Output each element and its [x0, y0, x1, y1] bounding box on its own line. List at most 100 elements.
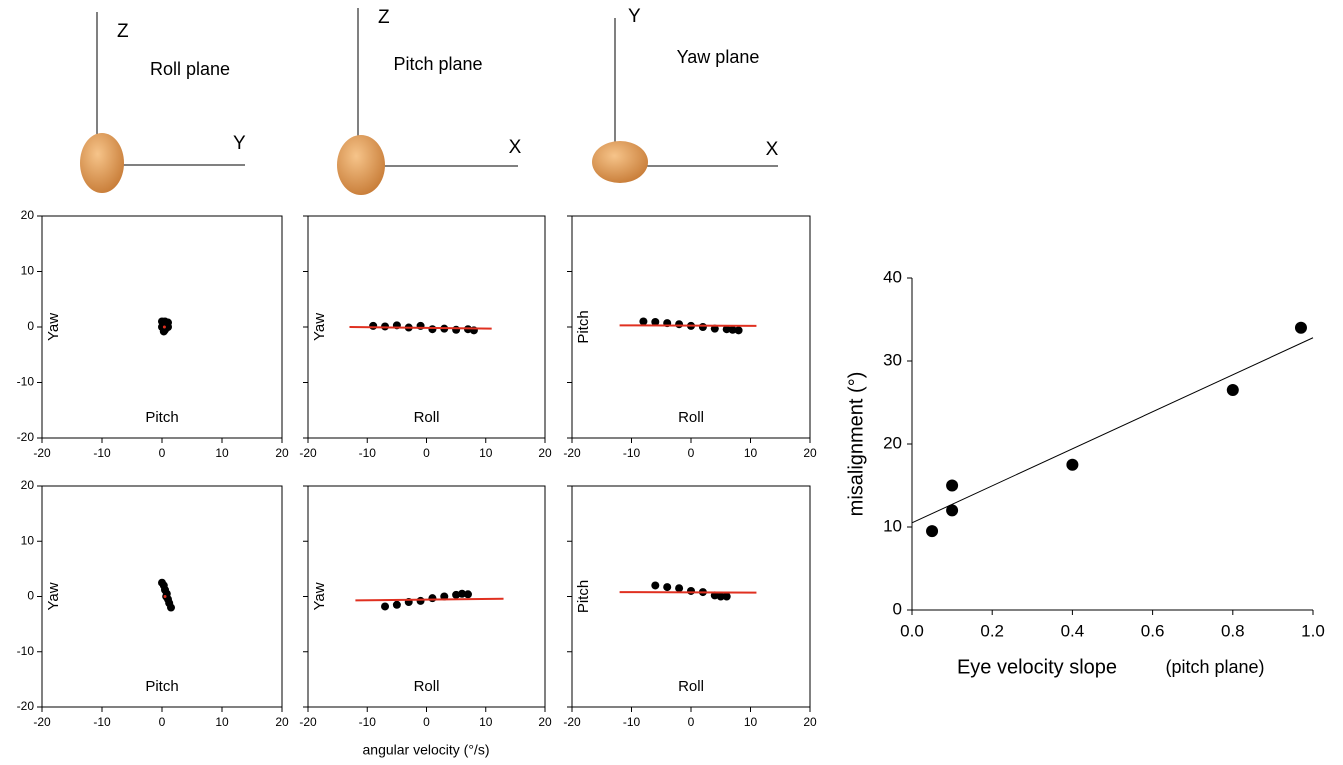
- y-tick-label: 10: [883, 516, 902, 535]
- axis-letter: Z: [117, 21, 129, 42]
- y-tick-label: 10: [21, 264, 35, 278]
- x-axis-label: Roll: [414, 678, 440, 695]
- x-tick-label: 10: [479, 446, 493, 460]
- y-axis-label: Yaw: [311, 313, 328, 341]
- shared-x-label: angular velocity (°/s): [363, 742, 490, 758]
- data-point: [381, 602, 390, 611]
- data-point: [716, 592, 725, 601]
- fit-line: [619, 591, 757, 594]
- fit-line: [619, 324, 757, 327]
- y-axis-label: Yaw: [45, 313, 62, 341]
- x-axis-label: Roll: [678, 409, 704, 426]
- x-axis-label: Roll: [678, 678, 704, 695]
- y-axis-label: Pitch: [575, 580, 592, 613]
- x-tick-label: 20: [803, 446, 817, 460]
- x-tick-label: 10: [744, 715, 758, 729]
- y-tick-label: 0: [27, 319, 34, 333]
- data-point: [452, 590, 461, 599]
- fit-line: [349, 326, 492, 330]
- x-tick-label: 20: [538, 715, 552, 729]
- axis-letter: Y: [628, 6, 641, 27]
- data-point: [734, 326, 743, 335]
- x-tick-label: -10: [623, 715, 641, 729]
- x-tick-label: 0.2: [980, 621, 1004, 640]
- y-tick-label: 0: [27, 589, 34, 603]
- data-point: [428, 594, 437, 603]
- x-tick-label: 0: [688, 715, 695, 729]
- x-tick-label: 10: [215, 715, 229, 729]
- data-point: [926, 525, 939, 538]
- x-tick-label: 20: [275, 715, 289, 729]
- data-point: [1294, 321, 1307, 334]
- y-axis-label: misalignment (°): [845, 372, 867, 517]
- data-point: [663, 583, 672, 592]
- data-point: [392, 600, 401, 609]
- x-tick-label: -20: [33, 446, 51, 460]
- data-point: [687, 586, 695, 595]
- head-top: [592, 141, 648, 183]
- axis-letter: Z: [378, 7, 390, 28]
- x-tick-label: 0.6: [1141, 621, 1165, 640]
- fit-line: [911, 337, 1314, 524]
- plane-label: Roll plane: [150, 59, 230, 79]
- x-axis-label: Eye velocity slope: [957, 656, 1117, 678]
- x-tick-label: -20: [299, 715, 317, 729]
- y-tick-label: 40: [883, 267, 902, 286]
- data-point: [946, 479, 959, 492]
- data-point: [675, 584, 684, 593]
- y-tick-label: -10: [17, 644, 35, 658]
- data-point: [639, 317, 648, 326]
- y-tick-label: -10: [17, 375, 35, 389]
- data-point: [167, 603, 175, 612]
- x-axis-label-note: (pitch plane): [1165, 657, 1264, 677]
- data-point: [159, 327, 168, 336]
- x-tick-label: 0.4: [1061, 621, 1085, 640]
- x-tick-label: -10: [93, 715, 111, 729]
- head-front: [80, 133, 124, 193]
- head-side: [337, 135, 385, 195]
- x-tick-label: -10: [359, 446, 377, 460]
- x-tick-label: 20: [803, 715, 817, 729]
- x-tick-label: -20: [33, 715, 51, 729]
- y-tick-label: -20: [17, 430, 35, 444]
- plane-label: Pitch plane: [393, 54, 482, 74]
- x-tick-label: 20: [538, 446, 552, 460]
- data-point: [722, 592, 731, 601]
- head-icons: [80, 133, 648, 195]
- axis-letter: Y: [233, 133, 246, 154]
- x-tick-label: 20: [275, 446, 289, 460]
- x-tick-label: -10: [93, 446, 111, 460]
- data-point: [651, 581, 660, 590]
- plot-frame: [41, 485, 283, 708]
- y-axis-label: Pitch: [575, 310, 592, 343]
- x-axis-label: Pitch: [145, 678, 178, 695]
- x-tick-label: -20: [299, 446, 317, 460]
- x-tick-label: 0: [423, 715, 430, 729]
- data-point: [1226, 384, 1239, 397]
- head-diagrams: [96, 8, 778, 167]
- x-tick-label: -20: [563, 715, 581, 729]
- x-tick-label: -10: [359, 715, 377, 729]
- x-tick-label: 0: [159, 715, 166, 729]
- x-tick-label: 0.0: [900, 621, 924, 640]
- data-point: [1066, 458, 1079, 471]
- y-tick-label: 10: [21, 533, 35, 547]
- x-tick-label: 0: [423, 446, 430, 460]
- data-point: [369, 321, 378, 330]
- data-point: [416, 596, 425, 605]
- data-point: [463, 590, 472, 599]
- x-tick-label: 0.8: [1221, 621, 1245, 640]
- data-point: [452, 325, 461, 334]
- x-tick-label: 10: [215, 446, 229, 460]
- x-tick-label: 10: [744, 446, 758, 460]
- x-axis-label: Roll: [414, 409, 440, 426]
- axis-letter: X: [509, 137, 522, 158]
- data-point: [722, 325, 731, 334]
- x-tick-label: -10: [623, 446, 641, 460]
- data-point: [458, 589, 467, 598]
- x-tick-label: -20: [563, 446, 581, 460]
- data-point: [728, 325, 737, 334]
- fit-line: [355, 597, 504, 602]
- data-point: [675, 320, 684, 329]
